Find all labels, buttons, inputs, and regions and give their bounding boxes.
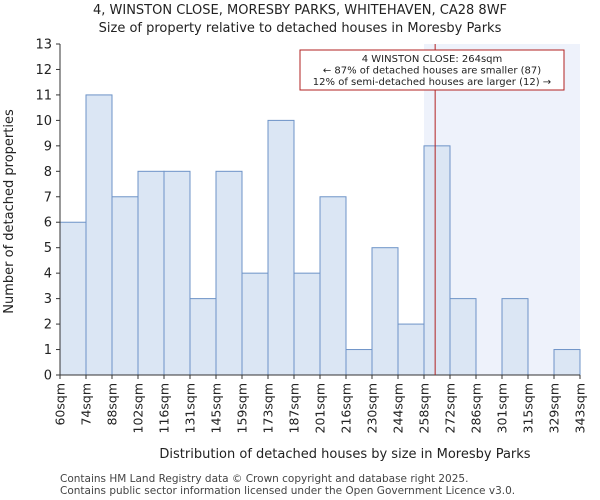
y-tick-label: 2 bbox=[44, 318, 52, 333]
y-axis-title: Number of detached properties bbox=[2, 109, 17, 314]
x-tick-label: 272sqm bbox=[443, 383, 458, 433]
y-tick-label: 11 bbox=[35, 88, 52, 103]
y-tick-label: 5 bbox=[44, 241, 52, 256]
histogram-bar bbox=[293, 272, 321, 376]
annotation-line-2: ← 87% of detached houses are smaller (87… bbox=[323, 66, 541, 77]
annotation-line-1: 4 WINSTON CLOSE: 264sqm bbox=[362, 54, 503, 65]
histogram-bar bbox=[85, 94, 113, 376]
x-tick-label: 258sqm bbox=[417, 383, 432, 433]
y-tick-label: 0 bbox=[44, 369, 52, 384]
x-tick-label: 216sqm bbox=[339, 383, 354, 433]
y-tick-label: 8 bbox=[44, 165, 52, 180]
y-tick-label: 7 bbox=[44, 190, 52, 205]
histogram-bar bbox=[423, 145, 451, 376]
x-tick-label: 74sqm bbox=[79, 383, 94, 426]
x-tick-label: 173sqm bbox=[261, 383, 276, 433]
x-tick-label: 102sqm bbox=[131, 383, 146, 433]
y-tick-label: 4 bbox=[44, 267, 52, 282]
footer-licence: Contains public sector information licen… bbox=[60, 485, 516, 497]
x-tick-label: 343sqm bbox=[573, 383, 588, 433]
x-tick-label: 60sqm bbox=[53, 383, 68, 426]
x-tick-label: 116sqm bbox=[157, 383, 172, 433]
x-tick-label: 201sqm bbox=[313, 383, 328, 433]
x-tick-label: 286sqm bbox=[469, 383, 484, 433]
histogram-bar bbox=[319, 196, 347, 376]
histogram-bar bbox=[371, 247, 399, 376]
y-tick-label: 3 bbox=[44, 292, 52, 307]
x-tick-label: 301sqm bbox=[495, 383, 510, 433]
y-tick-label: 10 bbox=[35, 114, 52, 129]
histogram-bar bbox=[137, 170, 165, 376]
chart-title: 4, WINSTON CLOSE, MORESBY PARKS, WHITEHA… bbox=[92, 3, 508, 18]
x-tick-label: 88sqm bbox=[105, 383, 120, 426]
histogram-bar bbox=[397, 323, 425, 376]
chart-subtitle: Size of property relative to detached ho… bbox=[98, 21, 502, 36]
histogram-bar bbox=[163, 170, 191, 376]
y-tick-label: 6 bbox=[44, 216, 52, 231]
histogram-bar bbox=[189, 298, 217, 376]
y-tick-label: 13 bbox=[35, 38, 52, 53]
x-tick-label: 145sqm bbox=[209, 383, 224, 433]
y-tick-label: 12 bbox=[35, 63, 52, 78]
x-tick-label: 187sqm bbox=[287, 383, 302, 433]
x-axis-title: Distribution of detached houses by size … bbox=[159, 447, 530, 462]
x-tick-label: 131sqm bbox=[183, 383, 198, 433]
x-tick-label: 244sqm bbox=[391, 383, 406, 433]
histogram-bar bbox=[59, 221, 87, 376]
histogram-bar bbox=[111, 196, 139, 376]
histogram-bar bbox=[241, 272, 269, 376]
x-tick-label: 329sqm bbox=[547, 383, 562, 433]
annotation-line-3: 12% of semi-detached houses are larger (… bbox=[313, 77, 551, 88]
x-tick-label: 159sqm bbox=[235, 383, 250, 433]
x-tick-label: 315sqm bbox=[521, 383, 536, 433]
annotation-box bbox=[299, 49, 565, 91]
y-tick-label: 1 bbox=[44, 343, 52, 358]
histogram-bar bbox=[345, 349, 373, 376]
histogram-bar bbox=[267, 119, 295, 376]
histogram-bar bbox=[215, 170, 243, 376]
histogram-bar bbox=[449, 298, 477, 376]
y-tick-label: 9 bbox=[44, 139, 52, 154]
histogram-bar bbox=[553, 349, 581, 376]
x-tick-label: 230sqm bbox=[365, 383, 380, 433]
histogram-bar bbox=[501, 298, 529, 376]
footer-copyright: Contains HM Land Registry data © Crown c… bbox=[60, 473, 469, 485]
